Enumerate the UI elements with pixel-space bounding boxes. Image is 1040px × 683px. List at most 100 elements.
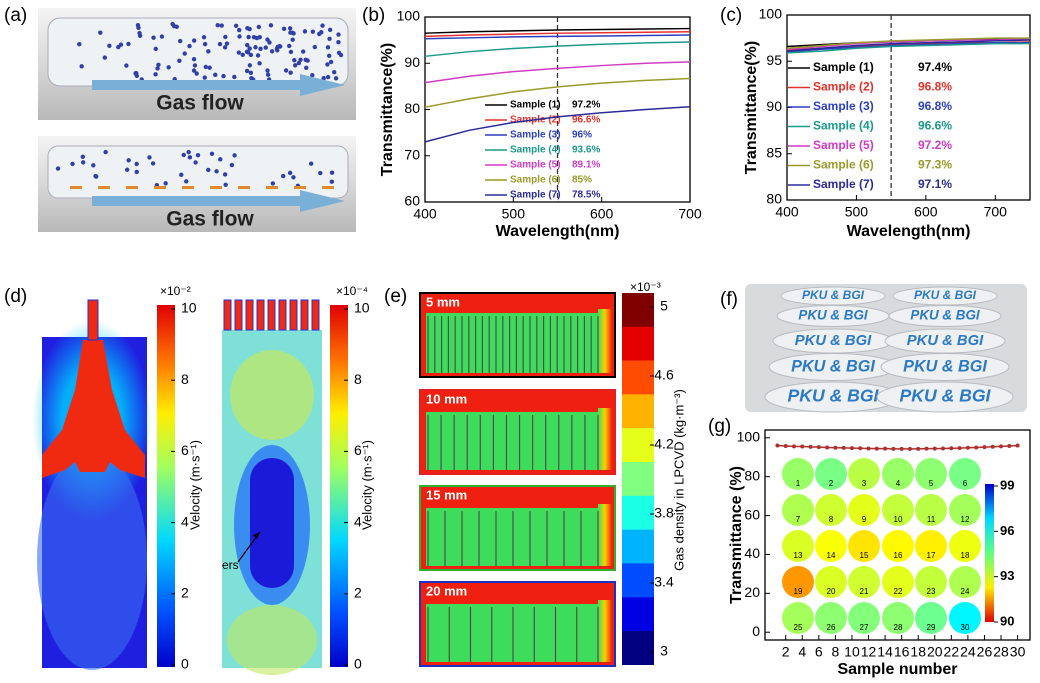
molecule	[263, 45, 268, 50]
molecule	[245, 42, 250, 48]
colorbar-tick-label: 4.6	[654, 367, 674, 383]
molecule	[102, 55, 108, 60]
molecule	[124, 63, 129, 68]
wafer-text: PKU & BGI	[910, 308, 979, 323]
colorbar-tick-label: 0	[181, 656, 189, 672]
y-tick-label: 95	[766, 52, 782, 68]
colorbar-tick-label: 4.2	[654, 436, 674, 452]
wafer	[782, 494, 814, 526]
nozzles	[223, 299, 320, 331]
colorbar	[157, 305, 175, 667]
colorbar	[985, 484, 994, 622]
molecule	[80, 154, 86, 160]
molecule	[325, 45, 331, 50]
molecule	[77, 41, 82, 47]
legend-label: Sample (7)	[813, 177, 874, 191]
nozzle	[256, 299, 265, 331]
molecule	[298, 57, 303, 62]
colorbar-multiplier: ×10⁻²	[160, 284, 191, 298]
x-tick-label: 500	[845, 204, 869, 220]
molecule	[269, 49, 275, 54]
molecule	[300, 49, 306, 54]
density-edge	[598, 408, 612, 470]
wafer-number: 11	[927, 515, 936, 524]
flow-arrow	[92, 190, 345, 212]
colorbar-multiplier: ×10⁻³	[630, 280, 661, 294]
x-tick-label: 22	[944, 644, 960, 660]
molecule	[265, 37, 270, 42]
molecule	[277, 43, 282, 49]
y-tick-label: 60	[744, 506, 760, 522]
wafer-number: 5	[929, 479, 934, 488]
molecule	[327, 53, 332, 59]
colorbar-tick-label: 2	[354, 585, 362, 601]
wafer-number: 23	[927, 587, 936, 596]
colorbar-band	[622, 495, 654, 530]
molecule	[327, 36, 332, 42]
wafer-number: 25	[794, 623, 803, 632]
deposit	[294, 186, 306, 189]
wafer-number: 17	[927, 551, 936, 560]
colorbar-tick-label: 93	[1000, 568, 1014, 583]
x-tick-label: 24	[960, 644, 976, 660]
colorbar-band	[622, 597, 654, 632]
flow-region	[230, 350, 314, 440]
series-line	[424, 27, 691, 34]
molecule	[195, 152, 201, 158]
wafer	[949, 494, 981, 526]
point	[891, 446, 896, 451]
y-tick-label: 80	[744, 467, 760, 483]
series-line	[424, 61, 691, 84]
wafers: PKU & BGI PKU & BGI PKU & BGI PKU & BGI PKU …	[764, 286, 1014, 413]
deposit	[266, 186, 278, 189]
x-tick-label: 28	[993, 644, 1009, 660]
flow-region	[37, 450, 147, 670]
molecule	[248, 52, 254, 58]
legend-label: Sample (7)	[510, 190, 561, 201]
wafer	[880, 353, 1010, 381]
wafer	[815, 566, 847, 598]
series-line	[786, 39, 1031, 52]
series-line	[424, 77, 691, 108]
molecule	[317, 31, 322, 37]
series-line	[786, 37, 1030, 50]
nozzle	[87, 299, 99, 341]
molecule	[151, 35, 156, 40]
y-tick-label: 80	[766, 191, 782, 207]
molecule	[229, 162, 235, 168]
molecule	[191, 56, 197, 62]
molecule	[206, 167, 211, 173]
legend-value: 96.6%	[572, 115, 600, 126]
molecule	[191, 68, 197, 73]
plot-frame	[764, 429, 1031, 641]
flow-label: Gas flow	[156, 92, 244, 115]
y-tick-label: 20	[744, 584, 760, 600]
point	[816, 445, 821, 450]
colorbar-tick-label: 3.4	[654, 574, 674, 590]
molecule	[136, 25, 141, 31]
molecule	[265, 68, 270, 73]
molecule	[55, 166, 61, 171]
molecule	[256, 24, 262, 30]
x-tick-label: 10	[844, 644, 860, 660]
x-tick-label: 6	[815, 644, 823, 660]
x-tick-label: 16	[894, 644, 910, 660]
molecule	[244, 49, 250, 54]
point	[791, 444, 796, 449]
molecule	[223, 34, 228, 40]
molecule	[308, 161, 314, 166]
x-tick-label: 600	[914, 204, 938, 220]
x-axis-label: Wavelength(nm)	[847, 223, 971, 240]
point	[775, 443, 780, 448]
wafer-number: 14	[827, 551, 836, 560]
point	[941, 446, 946, 451]
molecule	[91, 163, 96, 168]
wafer	[876, 381, 1014, 413]
wafer	[782, 566, 814, 598]
panel-label: (a)	[4, 5, 27, 26]
molecule	[209, 151, 215, 156]
molecule	[103, 149, 108, 155]
legend-value: 96.6%	[918, 119, 952, 133]
molecule	[177, 58, 182, 64]
molecule	[236, 27, 242, 33]
